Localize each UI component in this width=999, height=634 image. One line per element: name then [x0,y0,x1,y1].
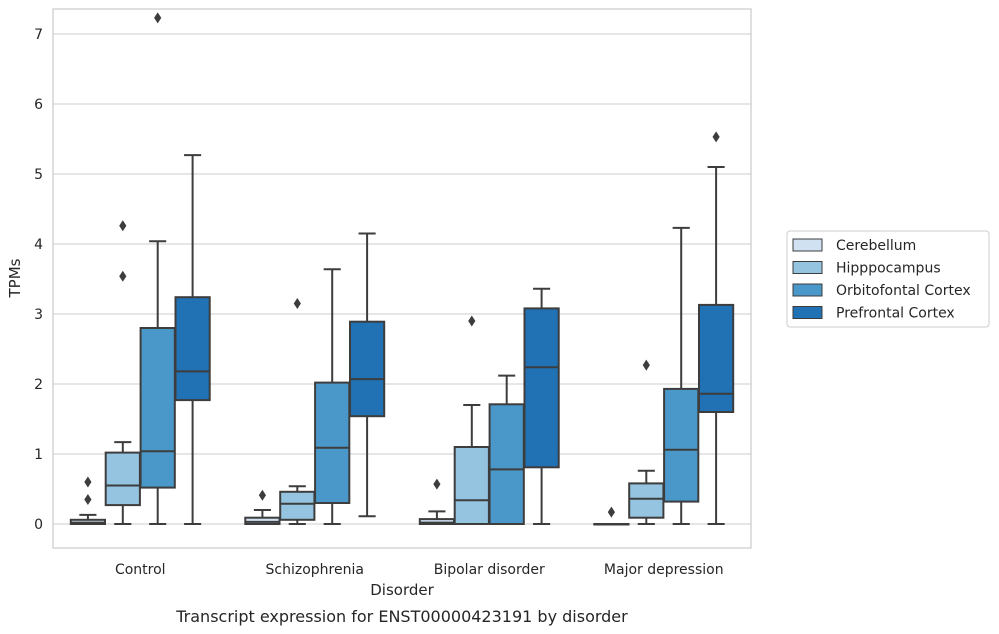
outlier-point [258,489,266,501]
y-tick-label-6: 6 [34,97,43,113]
box-iqr [628,482,665,519]
box-iqr [453,446,490,525]
box-orbitofontal-cortex-control [139,12,176,525]
box-iqr [314,381,351,505]
legend-label-cerebellum: Cerebellum [836,238,916,254]
box-prefrontal-cortex-control [174,154,211,525]
legend: Cerebellum Hipppocampus Orbitofontal Corte… [786,230,990,328]
box-iqr [104,451,141,507]
box-cerebellum-major-depression [593,506,630,526]
outlier-point [119,270,127,282]
box-iqr [663,387,700,503]
box-prefrontal-cortex-schizophrenia [348,232,386,518]
legend-label-hipppocampus: Hipppocampus [836,261,941,277]
legend-swatch-prefrontal-cortex [792,306,823,319]
box-iqr [244,516,281,526]
box-prefrontal-cortex-major-depression [697,131,735,525]
box-orbitofontal-cortex-schizophrenia [314,268,351,525]
outlier-point [712,131,720,143]
y-tick-label-3: 3 [34,307,43,323]
outlier-point [293,298,301,309]
y-tick-label-5: 5 [34,167,43,183]
box-hipppocampus-control [104,220,141,525]
chart-caption: Transcript expression for ENST0000042319… [175,607,628,626]
outlier-point [607,506,615,518]
boxes [69,12,735,526]
outlier-point [468,315,476,327]
y-tick-label-1: 1 [34,447,43,463]
y-tick-label-7: 7 [34,27,43,43]
x-axis-ticks: Control Schizophrenia Bipolar disorder Majo… [115,562,724,578]
outlier-point [84,494,92,505]
box-hipppocampus-bipolar-disorder [453,315,490,525]
y-tick-label-0: 0 [34,517,43,533]
box-prefrontal-cortex-bipolar-disorder [523,287,560,525]
x-tick-label-control: Control [115,562,166,578]
box-hipppocampus-schizophrenia [279,298,316,525]
box-iqr [279,490,316,521]
legend-swatch-hipppocampus [792,261,823,274]
outlier-point [119,220,127,232]
legend-label-prefrontal-cortex: Prefrontal Cortex [836,306,955,322]
box-hipppocampus-major-depression [628,359,665,525]
box-orbitofontal-cortex-major-depression [663,226,700,525]
outlier-point [84,476,92,488]
box-iqr [174,296,211,402]
legend-label-orbitofontal-cortex: Orbitofontal Cortex [836,283,971,299]
box-cerebellum-schizophrenia [244,489,281,526]
box-iqr [697,303,735,413]
outlier-point [433,478,441,490]
box-iqr [139,327,176,489]
x-tick-label-schizophrenia: Schizophrenia [266,562,364,578]
y-tick-label-2: 2 [34,377,43,393]
y-axis-ticks: 0 1 2 3 4 5 6 7 [34,27,43,533]
box-cerebellum-control [69,476,107,525]
outlier-point [642,359,650,371]
x-tick-label-major-depression: Major depression [604,562,724,578]
y-axis-label: TPMs [6,258,24,298]
box-iqr [348,320,386,418]
x-axis-label: Disorder [370,581,434,599]
box-cerebellum-bipolar-disorder [418,478,456,525]
legend-swatch-cerebellum [792,238,823,252]
box-orbitofontal-cortex-bipolar-disorder [488,374,525,525]
legend-swatch-orbitofontal-cortex [792,283,823,297]
x-tick-label-bipolar-disorder: Bipolar disorder [434,562,545,578]
box-iqr [523,307,560,469]
y-tick-label-4: 4 [34,237,43,253]
plot-area-frame [52,8,752,549]
outlier-point [154,12,162,24]
legend-frame [786,230,990,328]
box-iqr [488,403,525,525]
